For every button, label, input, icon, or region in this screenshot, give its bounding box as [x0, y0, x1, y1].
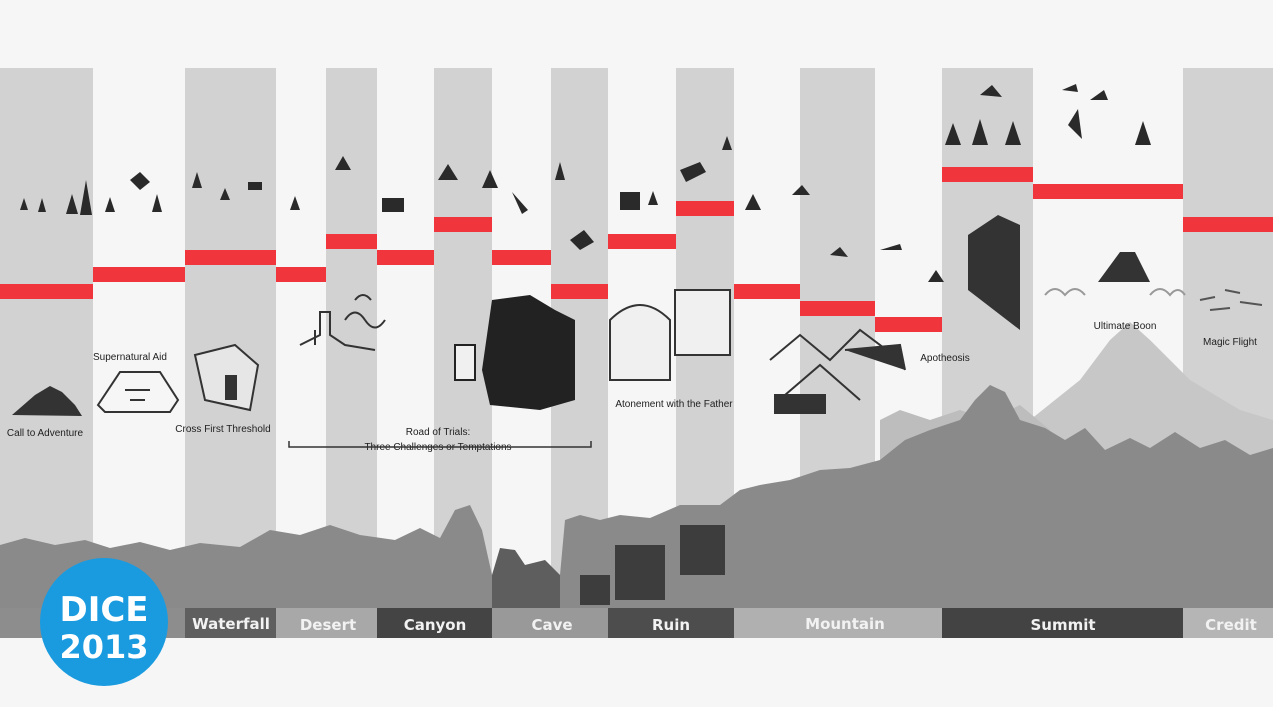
wall-icon — [96, 371, 180, 413]
road-of-trials-bracket — [288, 441, 592, 448]
figure-icon — [290, 156, 404, 212]
zone-segment — [185, 608, 276, 638]
terrain-silhouette — [0, 385, 1273, 610]
stage-label-atonement: Atonement with the Father — [615, 399, 733, 410]
zone-segment — [734, 608, 942, 638]
figure-icon — [1062, 84, 1151, 145]
cloud-icon — [1044, 288, 1186, 297]
zone-label-mountain: Mountain — [805, 615, 885, 633]
column-band — [185, 68, 276, 608]
ruin-pillar — [580, 575, 610, 605]
sketch-desert — [299, 294, 386, 351]
zone-segment — [377, 608, 492, 638]
figure-icon — [20, 180, 92, 215]
dice-badge-line2: 2013 — [59, 628, 148, 666]
zone-segment — [492, 608, 608, 638]
intensity-marker — [492, 250, 551, 265]
ridge-icon — [844, 343, 906, 371]
zone-label-summit: Summit — [1030, 616, 1095, 634]
hill-icon — [12, 386, 82, 416]
intensity-marker — [1033, 184, 1183, 199]
zone-label-ruin: Ruin — [652, 616, 690, 634]
ruin-pillar — [615, 545, 665, 600]
intensity-marker — [434, 217, 492, 232]
stage-label-ultimate-boon: Ultimate Boon — [1094, 321, 1157, 332]
sketch-magic-flight — [1199, 289, 1263, 311]
arch-icon — [609, 304, 671, 381]
stage-label-supernatural-aid: Supernatural Aid — [93, 352, 167, 363]
stage-label-magic-flight: Magic Flight — [1203, 337, 1257, 348]
swirl-icon — [344, 294, 386, 329]
dice-2013-logo: DICE 2013 — [40, 558, 168, 686]
figure-icon — [438, 164, 528, 214]
intensity-marker — [734, 284, 800, 299]
stage-label-apotheosis: Apotheosis — [920, 353, 969, 364]
figure-icon — [555, 162, 594, 250]
tower-icon — [299, 311, 376, 351]
sketch-ultimate-boon — [1044, 252, 1186, 297]
intensity-marker — [1183, 217, 1273, 232]
cave-rock-icon — [482, 295, 575, 410]
ruin-pillar — [680, 525, 725, 575]
intensity-marker — [942, 167, 1033, 182]
sketch-apotheosis — [968, 215, 1020, 330]
peaks-icon — [769, 328, 901, 401]
column-band — [0, 68, 93, 608]
intensity-marker — [608, 234, 676, 249]
dice-badge-line1: DICE — [59, 590, 148, 630]
ruin-pillars — [580, 525, 725, 605]
zone-bar: Waterfall Desert Canyon Cave Ruin Mounta… — [0, 608, 1273, 638]
dice-badge-circle — [40, 558, 168, 686]
figure-icon — [105, 172, 162, 212]
zone-segment — [942, 608, 1183, 638]
intensity-markers — [0, 167, 1273, 332]
volcano-icon — [1098, 252, 1150, 282]
birds-icon — [1199, 289, 1263, 311]
sketch-call-to-adventure — [12, 386, 82, 416]
stage-label-road-of-trials: Road of Trials: — [406, 427, 470, 438]
stage-label-call-to-adventure: Call to Adventure — [7, 428, 84, 439]
intensity-marker — [377, 250, 434, 265]
zone-label-waterfall: Waterfall — [192, 615, 270, 633]
intensity-marker — [93, 267, 185, 282]
intensity-marker — [551, 284, 608, 299]
zone-segment — [1183, 608, 1273, 638]
fortress-icon — [774, 394, 826, 414]
intensity-marker — [676, 201, 734, 216]
gate-icon — [125, 389, 150, 401]
stage-captions: Call to Adventure Supernatural Aid Cross… — [7, 321, 1257, 453]
sketch-ruin — [609, 289, 731, 381]
column-icon — [454, 344, 476, 381]
sketch-characters — [20, 84, 1151, 282]
zone-label-canyon: Canyon — [404, 616, 467, 634]
sketch-cave — [454, 295, 575, 410]
zone-label-credit: Credit — [1205, 616, 1257, 634]
rock-icon — [225, 375, 237, 400]
intensity-marker — [800, 301, 875, 316]
zone-label-desert: Desert — [300, 616, 356, 634]
cave-floor — [492, 548, 560, 610]
intensity-marker — [326, 234, 377, 249]
distant-mountains — [1030, 322, 1273, 470]
sketch-cross-threshold — [193, 343, 260, 412]
zone-segment — [608, 608, 734, 638]
intensity-marker — [0, 284, 93, 299]
sketch-supernatural-aid — [96, 371, 180, 413]
stage-label-cross-first-threshold: Cross First Threshold — [175, 424, 270, 435]
figure-icon — [945, 85, 1021, 145]
figure-icon — [192, 172, 262, 200]
building-icon — [674, 289, 731, 356]
intensity-marker — [875, 317, 942, 332]
zone-label-cave: Cave — [531, 616, 572, 634]
sketch-mountain — [769, 328, 906, 414]
intensity-marker — [185, 250, 276, 265]
intensity-marker — [276, 267, 326, 282]
cliff-icon — [968, 215, 1020, 330]
figure-icon — [620, 136, 732, 210]
zone-segment — [276, 608, 377, 638]
